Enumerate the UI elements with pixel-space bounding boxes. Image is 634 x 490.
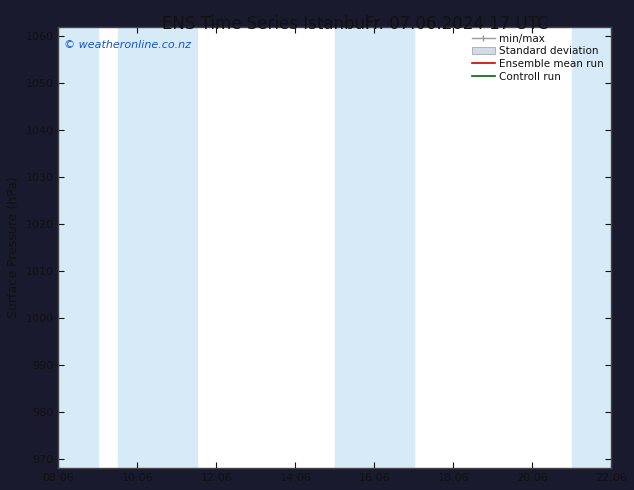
Bar [58, 26, 98, 468]
Bar [572, 26, 611, 468]
Text: © weatheronline.co.nz: © weatheronline.co.nz [64, 40, 191, 50]
Text: ENS Time Series Istanbul: ENS Time Series Istanbul [162, 15, 370, 33]
Legend: min/max, Standard deviation, Ensemble mean run, Controll run: min/max, Standard deviation, Ensemble me… [470, 32, 606, 84]
Y-axis label: Surface Pressure (hPa): Surface Pressure (hPa) [7, 176, 20, 318]
Bar [335, 26, 414, 468]
Bar [118, 26, 197, 468]
Text: Fr. 07.06.2024 17 UTC: Fr. 07.06.2024 17 UTC [365, 15, 548, 33]
